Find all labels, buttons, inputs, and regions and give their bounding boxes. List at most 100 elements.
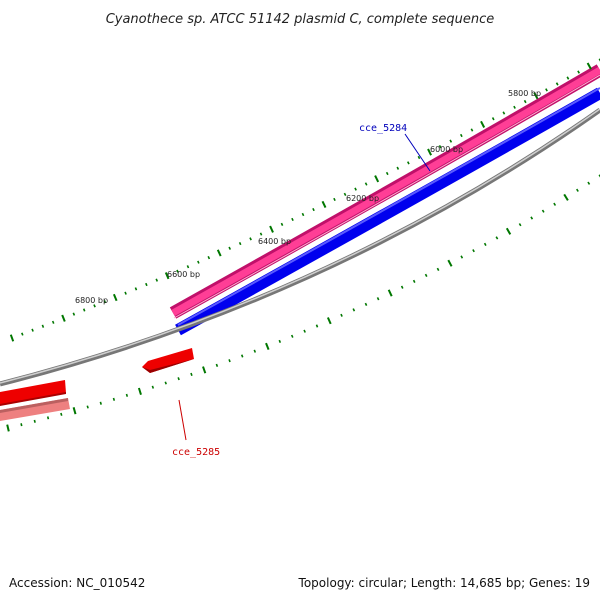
inner-tick-42: [530, 216, 534, 220]
outer-tick-47: [502, 111, 506, 115]
outer-tick-5: [61, 314, 66, 322]
inner-tick-6: [86, 405, 89, 409]
outer-tick-22: [238, 241, 242, 246]
sequence-summary: Topology: circular; Length: 14,685 bp; G…: [298, 576, 590, 590]
outer-tick-31: [333, 197, 336, 202]
outer-tick-44: [470, 128, 474, 132]
bp-label-6200: 6200 bp: [346, 194, 379, 203]
inner-tick-38: [483, 242, 487, 246]
gene-cce-5285[interactable]: [142, 348, 194, 373]
inner-tick-15: [202, 366, 207, 374]
accession-text: Accession: NC_010542: [9, 576, 146, 590]
outer-tick-36: [385, 171, 389, 176]
outer-tick-7: [82, 308, 86, 312]
bp-label-6600: 6600 bp: [167, 270, 200, 279]
forward-track-light: [171, 66, 600, 317]
inner-tick-14: [190, 372, 193, 376]
outer-tick-16: [176, 269, 179, 273]
outer-tick-48: [513, 105, 516, 109]
label-connector-cce-5285: [178, 399, 187, 441]
outer-tick-50: [533, 92, 539, 100]
outer-tick-23: [249, 237, 252, 241]
outer-tick-2: [31, 328, 34, 332]
outer-tick-19: [207, 255, 211, 260]
inner-tick-46: [576, 188, 579, 192]
outer-tick-17: [186, 265, 190, 269]
backbone-line: [0, 107, 600, 387]
reverse-gene-left-shade: [0, 392, 66, 406]
outer-tick-46: [491, 117, 495, 121]
outer-tick-40: [427, 148, 432, 156]
bp-label-6800: 6800 bp: [75, 296, 108, 305]
inner-tick-25: [326, 317, 332, 325]
gene-cce-5284[interactable]: [175, 87, 600, 336]
bp-label-5800: 5800 bp: [508, 89, 541, 98]
outer-tick-10: [112, 293, 118, 302]
outer-tick-51: [545, 88, 548, 92]
inner-tick-3: [46, 416, 50, 420]
outer-tick-55: [586, 62, 592, 70]
outer-tick-41: [438, 145, 442, 149]
outer-tick-15: [164, 272, 170, 280]
outer-tick-34: [364, 182, 368, 186]
inner-tick-9: [125, 393, 129, 397]
reverse-gene-left[interactable]: [0, 380, 66, 405]
inner-tick-12: [164, 381, 167, 385]
inner-tick-0: [6, 424, 10, 432]
inner-tick-2: [33, 419, 36, 423]
outer-tick-21: [228, 246, 232, 250]
outer-tick-27: [291, 217, 294, 222]
outer-tick-54: [577, 70, 580, 74]
outer-tick-20: [216, 249, 222, 257]
outer-tick-0: [9, 334, 15, 342]
gene-cce-5284-highlight: [177, 87, 600, 326]
reverse-gene-left-light[interactable]: [0, 398, 70, 421]
outer-tick-24: [259, 232, 263, 236]
inner-tick-47: [587, 181, 591, 185]
outer-tick-39: [417, 155, 421, 160]
reverse-gene-left-light-shade: [0, 398, 68, 413]
inner-tick-11: [151, 385, 155, 389]
inner-tick-5: [72, 407, 77, 415]
inner-tick-32: [412, 279, 416, 283]
outer-tick-26: [280, 222, 284, 226]
forward-track-highlight: [173, 74, 600, 319]
outer-tick-29: [312, 207, 315, 212]
label-connector-cce-5284: [404, 133, 431, 172]
outer-tick-35: [374, 175, 380, 183]
outer-tick-8: [93, 304, 96, 308]
outer-tick-18: [197, 260, 200, 264]
outer-tick-33: [354, 187, 357, 191]
outer-tick-38: [406, 161, 410, 165]
inner-tick-19: [253, 349, 257, 353]
inner-tick-44: [553, 202, 557, 206]
inner-tick-1: [20, 423, 23, 427]
inner-tick-48: [598, 174, 600, 178]
outer-tick-12: [134, 287, 138, 291]
inner-tick-13: [177, 377, 180, 381]
outer-tick-42: [449, 139, 453, 143]
outer-tick-45: [480, 120, 486, 128]
inner-tick-16: [215, 363, 219, 367]
inner-tick-28: [364, 302, 368, 306]
inner-tick-8: [112, 397, 116, 401]
inner-tick-40: [505, 227, 512, 235]
bp-label-6000: 6000 bp: [430, 145, 463, 154]
inner-tick-ring: [6, 174, 600, 432]
backbone-highlight: [0, 108, 600, 384]
inner-tick-45: [563, 193, 569, 201]
map-title: Cyanothece sp. ATCC 51142 plasmid C, com…: [106, 12, 495, 27]
gene-label-cce-5284[interactable]: cce_5284: [359, 123, 407, 134]
inner-tick-34: [436, 267, 440, 271]
inner-tick-27: [352, 308, 356, 312]
inner-tick-41: [518, 223, 522, 227]
inner-tick-36: [460, 255, 464, 259]
outer-tick-1: [21, 332, 24, 336]
outer-tick-ring: [9, 58, 600, 342]
gene-label-cce-5285[interactable]: cce_5285: [172, 447, 220, 458]
outer-tick-28: [301, 212, 305, 217]
outer-tick-11: [124, 291, 127, 295]
inner-tick-21: [278, 339, 282, 343]
outer-tick-32: [343, 192, 347, 196]
